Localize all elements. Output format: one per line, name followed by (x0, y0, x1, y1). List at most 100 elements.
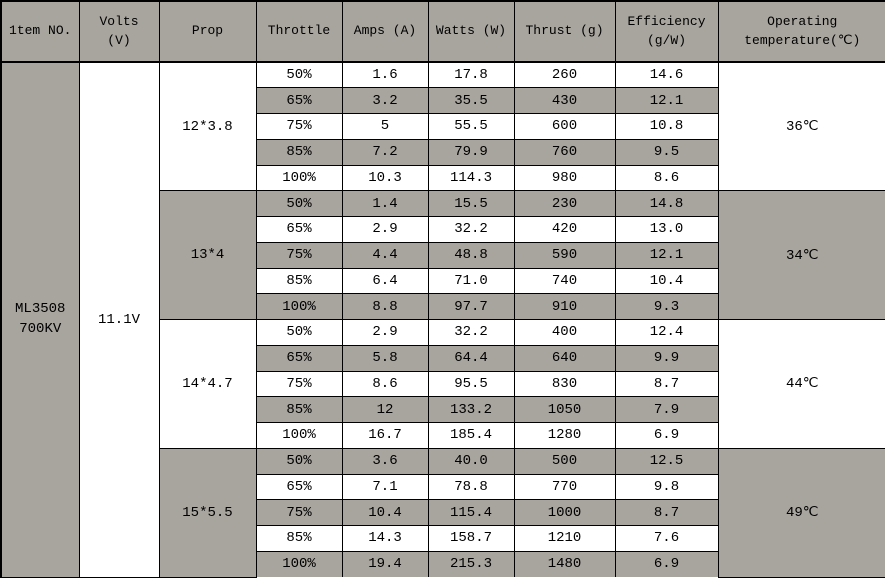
amps-cell: 7.2 (341, 138, 429, 166)
watts-cell: 17.8 (427, 61, 515, 89)
prop-cell: 12*3.8 (158, 61, 257, 192)
efficiency-cell: 8.7 (614, 499, 718, 526)
amps-cell: 19.4 (341, 550, 429, 577)
thrust-cell: 1000 (513, 499, 616, 526)
amps-cell: 2.9 (341, 319, 429, 346)
amps-cell: 2.9 (341, 216, 429, 243)
throttle-cell: 65% (255, 216, 343, 243)
watts-cell: 114.3 (427, 164, 515, 192)
amps-cell: 5 (341, 113, 429, 140)
amps-cell: 8.8 (341, 293, 429, 320)
watts-cell: 35.5 (427, 87, 515, 114)
thrust-cell: 740 (513, 267, 616, 295)
thrust-cell: 590 (513, 241, 616, 269)
item-kv: 700KV (19, 320, 62, 337)
thrust-cell: 260 (513, 61, 616, 89)
throttle-cell: 50% (255, 190, 343, 217)
thrust-cell: 600 (513, 113, 616, 140)
efficiency-cell: 12.1 (614, 87, 718, 114)
efficiency-cell: 12.4 (614, 319, 719, 346)
amps-cell: 4.4 (341, 241, 429, 269)
amps-cell: 3.2 (341, 87, 429, 114)
amps-cell: 5.8 (341, 344, 429, 372)
column-header-item-no: 1tem NO. (0, 0, 80, 63)
throttle-cell: 65% (255, 344, 343, 372)
temperature-cell: 36℃ (717, 61, 885, 192)
thrust-cell: 1480 (513, 550, 616, 577)
efficiency-cell: 9.9 (614, 344, 718, 372)
efficiency-cell: 14.6 (614, 61, 719, 89)
thrust-cell: 400 (513, 319, 616, 346)
column-header-operating-temperature: Operating temperature(℃) (717, 0, 885, 63)
thrust-cell: 230 (513, 190, 616, 217)
table-row: ML3508 700KV 11.1V 12*3.8 50% 1.6 17.8 2… (0, 61, 885, 578)
efficiency-cell: 12.1 (614, 241, 718, 269)
table-row: 75% 10.4 115.4 1000 8.7 (1, 499, 885, 526)
amps-cell: 8.6 (341, 370, 429, 398)
amps-cell: 1.6 (341, 61, 429, 89)
table-row: 100% 19.4 215.3 1480 6.9 (1, 550, 885, 577)
efficiency-cell: 10.4 (614, 267, 718, 295)
item-no-cell: ML3508 700KV (0, 61, 80, 578)
amps-cell: 10.4 (341, 499, 429, 526)
table-row: 75% 5 55.5 600 10.8 (1, 113, 885, 140)
table-row: 15*5.5 50% 3.6 40.0 500 12.5 49℃ (1, 447, 885, 578)
prop-cell: 13*4 (158, 190, 257, 320)
table-row: 65% 3.2 35.5 430 12.1 (1, 87, 885, 114)
throttle-cell: 75% (255, 370, 343, 398)
column-header-thrust: Thrust (g) (513, 0, 616, 63)
header-row: 1tem NO. Volts (V) Prop Throttle Amps (A… (0, 0, 885, 63)
temperature-cell: 44℃ (717, 319, 885, 449)
amps-cell: 10.3 (341, 164, 429, 192)
watts-cell: 115.4 (427, 499, 515, 526)
throttle-cell: 75% (255, 499, 343, 526)
watts-cell: 185.4 (427, 422, 515, 449)
watts-cell: 48.8 (427, 241, 515, 269)
watts-cell: 78.8 (427, 473, 515, 501)
watts-cell: 79.9 (427, 138, 515, 166)
thrust-cell: 1280 (513, 422, 616, 449)
column-header-efficiency: Efficiency (g/W) (614, 0, 719, 63)
watts-cell: 55.5 (427, 113, 515, 140)
throttle-cell: 50% (255, 319, 343, 346)
efficiency-cell: 9.8 (614, 473, 718, 501)
efficiency-cell: 14.8 (614, 190, 719, 217)
column-header-prop: Prop (158, 0, 257, 63)
watts-cell: 133.2 (427, 396, 515, 423)
column-header-volts: Volts (V) (78, 0, 160, 63)
amps-cell: 16.7 (341, 422, 429, 449)
efficiency-cell: 8.7 (614, 370, 718, 398)
amps-cell: 7.1 (341, 473, 429, 501)
temperature-cell: 34℃ (717, 190, 885, 320)
watts-cell: 40.0 (427, 447, 515, 475)
table-row: 65% 5.8 64.4 640 9.9 (1, 344, 885, 372)
thrust-cell: 830 (513, 370, 616, 398)
prop-cell: 14*4.7 (158, 319, 257, 449)
table-row: 85% 12 133.2 1050 7.9 (1, 396, 885, 423)
efficiency-cell: 9.3 (614, 293, 718, 320)
thrust-cell: 760 (513, 138, 616, 166)
prop-cell: 15*5.5 (158, 447, 257, 578)
throttle-cell: 65% (255, 87, 343, 114)
thrust-cell: 1050 (513, 396, 616, 423)
efficiency-cell: 13.0 (614, 216, 718, 243)
throttle-cell: 75% (255, 241, 343, 269)
watts-cell: 215.3 (427, 550, 515, 577)
throttle-cell: 50% (255, 61, 343, 89)
throttle-cell: 100% (255, 164, 343, 192)
watts-cell: 158.7 (427, 525, 515, 552)
throttle-cell: 85% (255, 267, 343, 295)
column-header-amps: Amps (A) (341, 0, 429, 63)
item-model: ML3508 (15, 301, 66, 318)
watts-cell: 97.7 (427, 293, 515, 320)
amps-cell: 12 (341, 396, 429, 423)
throttle-cell: 65% (255, 473, 343, 501)
table-row: 85% 14.3 158.7 1210 7.6 (1, 525, 885, 552)
throttle-cell: 50% (255, 447, 343, 475)
efficiency-cell: 6.9 (614, 422, 718, 449)
thrust-cell: 640 (513, 344, 616, 372)
efficiency-cell: 7.9 (614, 396, 718, 423)
table-row: 100% 8.8 97.7 910 9.3 (1, 293, 885, 320)
efficiency-cell: 6.9 (614, 550, 718, 577)
